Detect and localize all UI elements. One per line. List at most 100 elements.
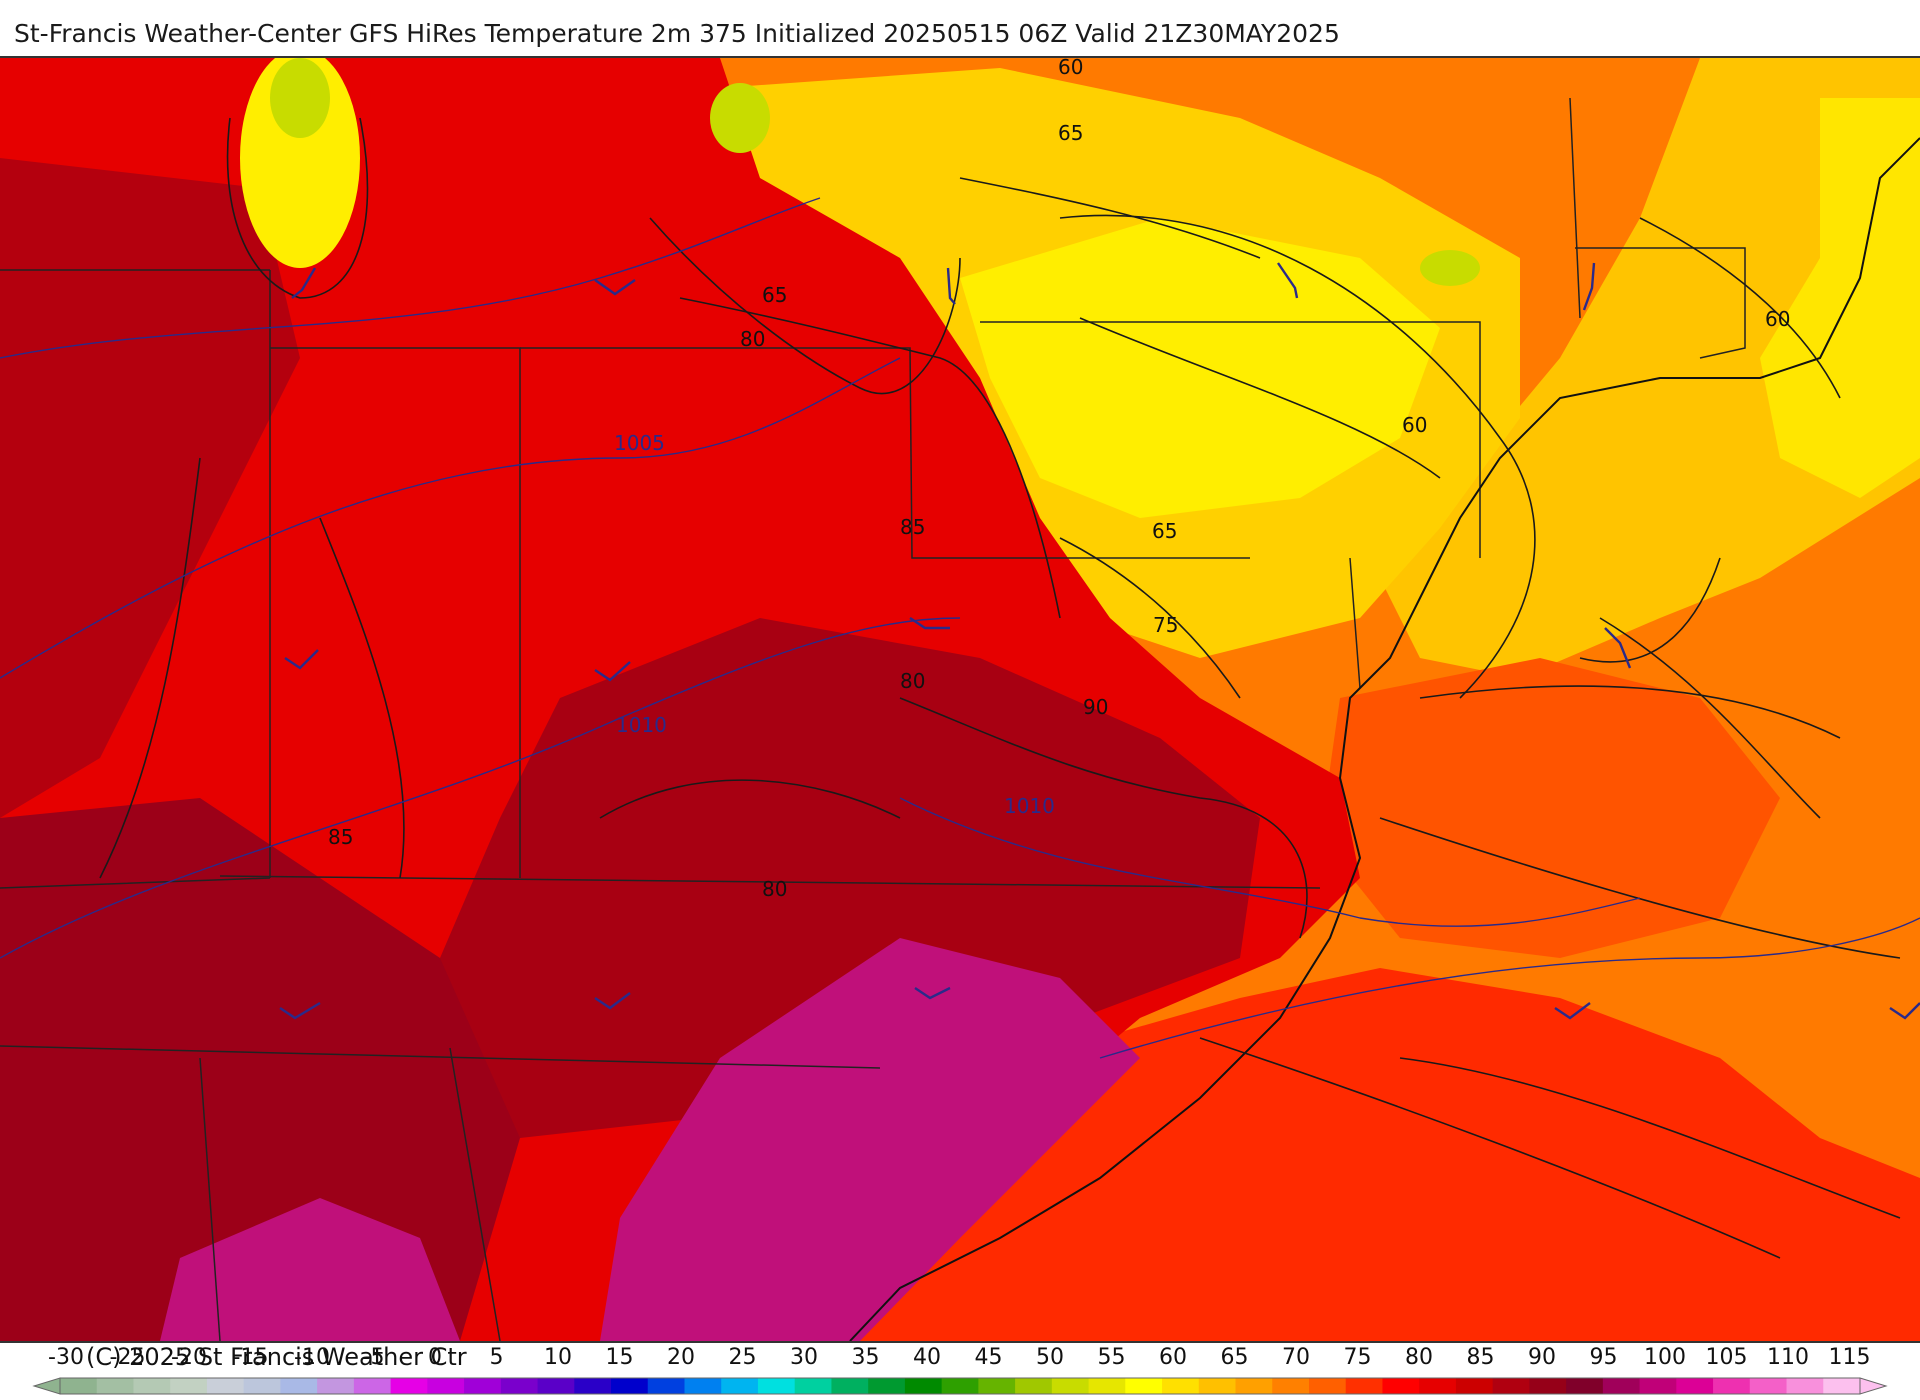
colorbar-swatch	[1235, 1378, 1273, 1394]
temp-contour-label: 80	[762, 877, 787, 901]
temp-region-deep-red-west	[0, 158, 300, 818]
colorbar-swatch	[1676, 1378, 1714, 1394]
weather-map: 60 65 65 80 60 60 85 65 75 80 90 85 80 1…	[0, 56, 1920, 1343]
colorbar-swatch	[1051, 1378, 1090, 1394]
colorbar-tick-label: -5	[362, 1345, 385, 1370]
colorbar-tick-label: 30	[790, 1345, 818, 1370]
colorbar-tick-label: 105	[1705, 1345, 1748, 1370]
temp-region-orange-offshore	[1320, 658, 1780, 958]
contour-label-group: 60 65 65 80 60 60 85 65 75 80 90 85 80	[328, 58, 1790, 901]
temperature-contours	[99, 117, 1901, 1259]
colorbar-swatch	[243, 1378, 281, 1394]
temperature-field: 60 65 65 80 60 60 85 65 75 80 90 85 80 1…	[0, 58, 1920, 1341]
colorbar-tick-label: -20	[171, 1345, 207, 1370]
colorbar-tick-label: 45	[974, 1345, 1003, 1370]
colorbar-swatch	[831, 1378, 869, 1394]
colorbar-swatch	[133, 1378, 171, 1394]
colorbar-low-arrow	[32, 1377, 61, 1395]
temp-region-magenta	[600, 938, 1140, 1341]
colorbar-swatch	[317, 1378, 355, 1394]
colorbar-swatch	[978, 1378, 1016, 1394]
colorbar-swatch	[1272, 1378, 1310, 1394]
colorbar-tick-label: -25	[109, 1345, 146, 1370]
colorbar-tick-label: 110	[1767, 1345, 1809, 1370]
colorbar-swatch	[1713, 1378, 1751, 1394]
isobar-label: 1010	[1004, 794, 1055, 818]
map-title: St-Francis Weather-Center GFS HiRes Temp…	[14, 19, 1340, 48]
colorbar-tick-label: 90	[1528, 1345, 1556, 1370]
colorbar-swatch	[684, 1378, 722, 1394]
colorbar-swatch	[904, 1378, 943, 1394]
colorbar-swatch	[1492, 1378, 1530, 1394]
colorbar-swatch	[1749, 1378, 1788, 1394]
colorbar-tick-label: -30	[48, 1345, 84, 1370]
colorbar-swatch	[1419, 1378, 1457, 1394]
colorbar-swatch	[500, 1378, 539, 1394]
temp-contour-label: 60	[1765, 307, 1790, 331]
colorbar-frame	[59, 1377, 1861, 1395]
temp-region-amber	[1380, 58, 1920, 678]
colorbar-tick-label: 100	[1644, 1345, 1686, 1370]
lake-michigan-cool-spot	[240, 58, 360, 268]
colorbar-swatch	[1639, 1378, 1677, 1394]
colorbar-tick-label: 50	[1036, 1345, 1064, 1370]
colorbar-swatch	[464, 1378, 502, 1394]
coastline	[849, 137, 1920, 1341]
colorbar-swatch	[96, 1378, 134, 1394]
temp-region-yellow-east	[1760, 98, 1920, 498]
colorbar-swatch	[1308, 1378, 1347, 1394]
colorbar-swatch	[280, 1378, 318, 1394]
colorbar-swatch	[390, 1378, 428, 1394]
temp-contour-label: 85	[900, 515, 925, 539]
isobar-label: 1010	[616, 713, 667, 737]
colorbar-swatch	[1529, 1378, 1567, 1394]
colorbar-swatch	[941, 1378, 979, 1394]
colorbar-swatch	[1566, 1378, 1604, 1394]
temp-contour-label: 80	[740, 327, 765, 351]
colorbar-swatch	[1823, 1378, 1861, 1394]
temp-region-deep-red-sw	[0, 798, 520, 1341]
colorbar-swatch	[868, 1378, 906, 1394]
colorbar-swatch	[1198, 1378, 1237, 1394]
state-borders	[0, 97, 1746, 1341]
colorbar-high-arrow	[1859, 1377, 1888, 1395]
colorbar-tick-label: 20	[667, 1345, 695, 1370]
temp-contour-label: 60	[1058, 58, 1083, 79]
temp-contour-label: 75	[1153, 613, 1178, 637]
isobar-label: 1005	[614, 431, 665, 455]
colorbar-tick-label: 10	[544, 1345, 572, 1370]
colorbar-swatch	[206, 1378, 245, 1394]
colorbar-swatch	[170, 1378, 208, 1394]
pressure-isobars	[0, 197, 1920, 1059]
colorbar-swatch	[647, 1378, 685, 1394]
colorbar-swatch	[60, 1378, 98, 1394]
temp-contour-label: 85	[328, 825, 353, 849]
wind-barbs	[279, 262, 1920, 1020]
temp-contour-label: 60	[1402, 413, 1427, 437]
temp-contour-label: 90	[1083, 695, 1108, 719]
colorbar-swatch	[1455, 1378, 1494, 1394]
colorbar-tick-label: 70	[1282, 1345, 1310, 1370]
colorbar-tick-label: 85	[1466, 1345, 1495, 1370]
temp-region-magenta-sw	[160, 1198, 460, 1341]
colorbar-tick-label: -10	[294, 1345, 330, 1370]
colorbar-swatch	[1602, 1378, 1641, 1394]
lake-green-spot	[270, 58, 330, 138]
colorbar-tick-label: 55	[1097, 1345, 1126, 1370]
colorbar-swatch	[757, 1378, 796, 1394]
green-spot-ne	[1420, 250, 1480, 286]
colorbar-swatch	[1786, 1378, 1824, 1394]
colorbar-tick-label: 0	[428, 1345, 442, 1370]
colorbar-tick-label: 80	[1405, 1345, 1433, 1370]
colorbar-tick-labels: -30 -25 -20 -15 -10 -5 0 5 10 15 20 25 30 35 40 45 50 55 6…	[0, 1343, 1920, 1373]
isobar-label-group: 1005 1010 1010	[614, 431, 1055, 818]
colorbar-tick-label: 25	[728, 1345, 757, 1370]
colorbar-swatch	[1125, 1378, 1163, 1394]
colorbar-swatch	[574, 1378, 612, 1394]
temp-contour-label: 80	[900, 669, 925, 693]
colorbar-swatch	[537, 1378, 575, 1394]
colorbar-tick-label: 115	[1828, 1345, 1871, 1370]
copyright-text: (C) 2025 St Francis Weather Ctr	[86, 1343, 467, 1371]
colorbar-tick-label: 15	[605, 1345, 634, 1370]
colorbar-swatch	[1345, 1378, 1383, 1394]
